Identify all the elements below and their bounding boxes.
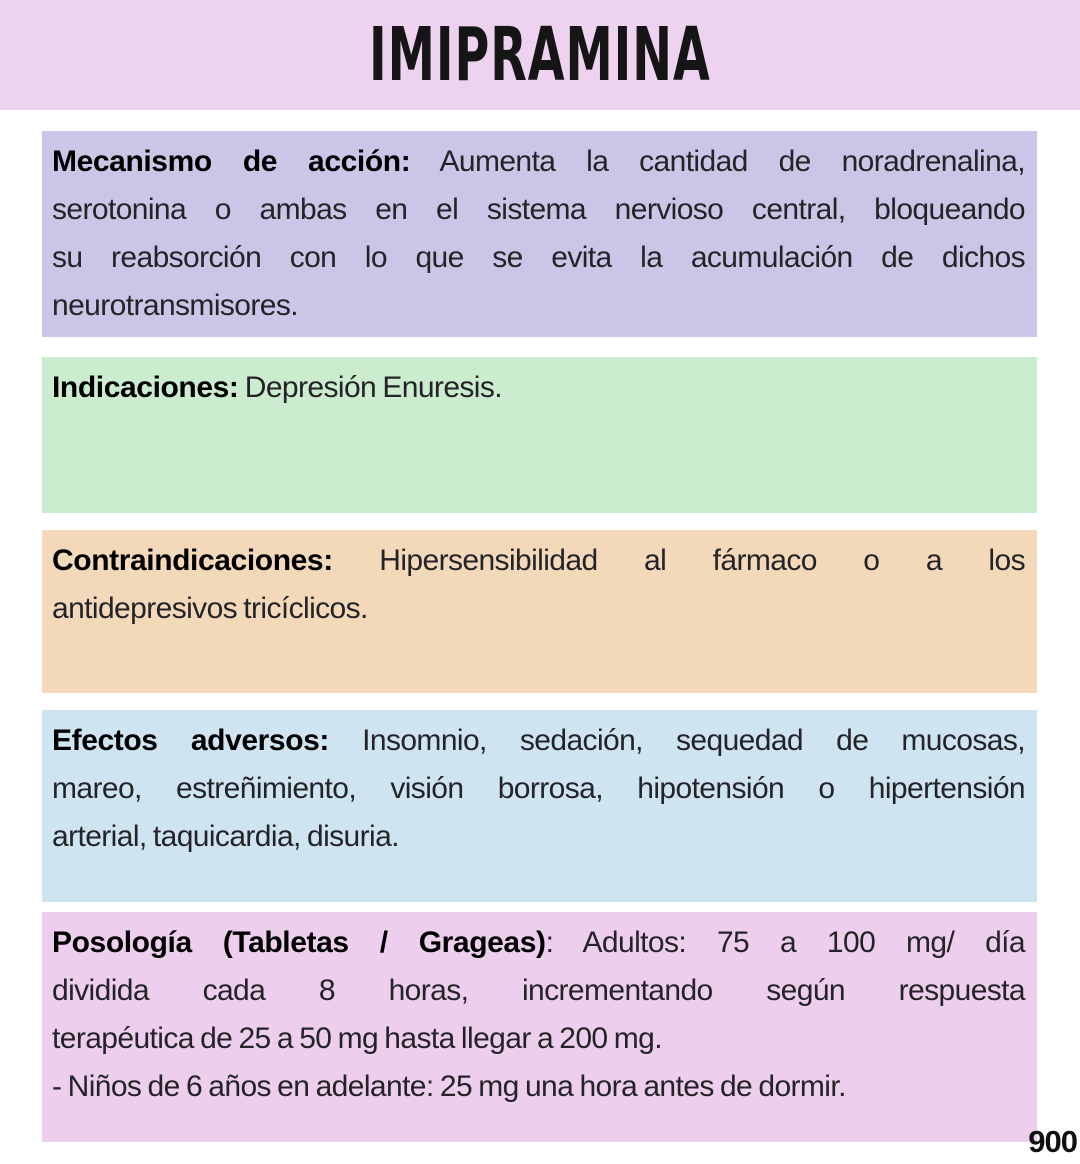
section-contraindicaciones: Contraindicaciones: Hipersensibilidad al…: [42, 530, 1037, 693]
section-mecanismo-line: Mecanismo de acción: Aumenta la cantidad…: [52, 138, 1026, 186]
section-mecanismo-line: su reabsorción con lo que se evita la ac…: [52, 241, 1026, 274]
section-contraindicaciones-text: Hipersensibilidad al fármaco o a los: [332, 544, 1025, 577]
section-efectos-text: Insomnio, sedación, sequedad de mucosas,: [329, 724, 1025, 757]
section-efectos-label: Efectos adversos:: [52, 724, 330, 757]
section-posologia-line: - Niños de 6 años en adelante: 25 mg una…: [52, 1070, 846, 1103]
section-posologia-label: Posología (Tabletas / Grageas): [52, 926, 546, 959]
section-mecanismo-text: Aumenta la cantidad de noradrenalina,: [410, 145, 1025, 178]
section-mecanismo-label: Mecanismo de acción:: [52, 145, 411, 178]
sections-container: Mecanismo de acción: Aumenta la cantidad…: [0, 131, 1080, 1142]
section-contraindicaciones-line: antidepresivos tricíclicos.: [52, 592, 368, 625]
section-indicaciones-text: Depresión Enuresis.: [238, 371, 503, 404]
page-title: IMIPRAMINA: [369, 12, 711, 98]
section-contraindicaciones-line: Contraindicaciones: Hipersensibilidad al…: [52, 537, 1026, 585]
section-indicaciones: Indicaciones: Depresión Enuresis.: [42, 357, 1037, 513]
section-efectos-line: arterial, taquicardia, disuria.: [52, 820, 400, 853]
section-indicaciones-label: Indicaciones:: [52, 371, 239, 404]
section-posologia-line: dividida cada 8 horas, incrementando seg…: [52, 974, 1026, 1007]
section-posologia: Posología (Tabletas / Grageas): Adultos:…: [42, 912, 1037, 1142]
section-posologia-line: Posología (Tabletas / Grageas): Adultos:…: [52, 919, 1026, 967]
section-mecanismo-line: neurotransmisores.: [52, 289, 299, 322]
section-indicaciones-line: Indicaciones: Depresión Enuresis.: [52, 364, 1025, 412]
section-mecanismo: Mecanismo de acción: Aumenta la cantidad…: [42, 131, 1037, 337]
section-efectos-line: mareo, estreñimiento, visión borrosa, hi…: [52, 772, 1026, 805]
section-posologia-text: : Adultos: 75 a 100 mg/ día: [545, 926, 1026, 959]
title-banner: IMIPRAMINA: [0, 0, 1080, 110]
page-number: 900: [1028, 1124, 1078, 1159]
section-contraindicaciones-label: Contraindicaciones:: [52, 544, 333, 577]
section-efectos: Efectos adversos: Insomnio, sedación, se…: [42, 710, 1037, 902]
section-posologia-line: terapéutica de 25 a 50 mg hasta llegar a…: [52, 1022, 663, 1055]
section-efectos-line: Efectos adversos: Insomnio, sedación, se…: [52, 717, 1026, 765]
section-mecanismo-line: serotonina o ambas en el sistema nervios…: [52, 193, 1026, 226]
